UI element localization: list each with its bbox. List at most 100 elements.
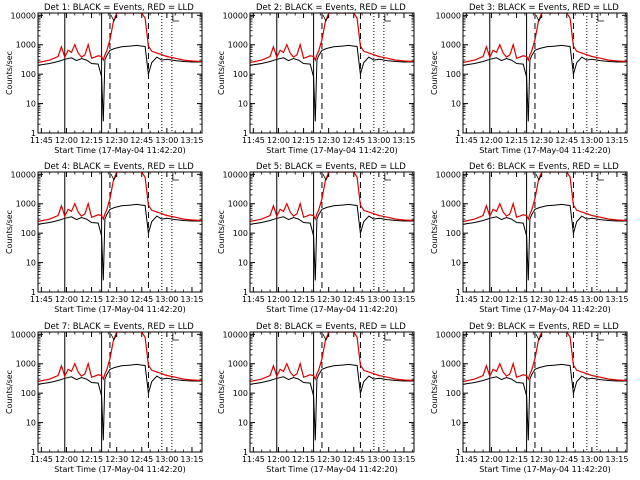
panel-title: Det 5: BLACK = Events, RED = LLD (256, 162, 406, 172)
y-tick-label: 1000 (441, 41, 461, 50)
x-tick-label: 12:15 (292, 136, 315, 145)
x-tick-label: 12:30 (530, 136, 553, 145)
x-tick-label: 12:00 (55, 295, 78, 304)
series-events-line (38, 203, 202, 281)
y-tick-label: 1 (456, 129, 461, 138)
x-tick-label: 12:45 (342, 295, 365, 304)
series-lld-line (38, 332, 202, 383)
x-tick-label: 12:45 (342, 136, 365, 145)
plot-frame (462, 12, 628, 134)
panel-title: Det 2: BLACK = Events, RED = LLD (256, 3, 406, 13)
marker-glyph (172, 173, 179, 181)
panel-title: Det 7: BLACK = Events, RED = LLD (44, 322, 194, 332)
x-tick-label: 11:45 (242, 295, 265, 304)
series-events-line (38, 44, 202, 122)
x-tick-label: 12:45 (555, 295, 578, 304)
x-tick-label: 11:45 (30, 295, 53, 304)
x-tick-label: 13:15 (180, 136, 203, 145)
x-tick-label: 12:15 (505, 136, 528, 145)
y-tick-label: 1 (456, 288, 461, 297)
x-tick-label: 12:45 (555, 136, 578, 145)
series-events-line (38, 363, 202, 441)
series-lld-line (250, 332, 414, 383)
y-tick-label: 10000 (223, 170, 248, 179)
x-tick-label: 11:45 (455, 295, 478, 304)
y-axis-label: Counts/sec (5, 51, 14, 95)
marker-glyph (597, 333, 604, 341)
x-axis-label: Start Time (17-May-04 11:42:20) (54, 465, 185, 474)
y-tick-label: 10 (26, 259, 36, 268)
x-tick-label: 13:00 (367, 295, 390, 304)
panel-title: Det 4: BLACK = Events, RED = LLD (44, 162, 194, 172)
series-events-line (463, 363, 627, 441)
y-tick-label: 1 (243, 288, 248, 297)
detector-panel-9: Det 9: BLACK = Events, RED = LLD Counts/s… (430, 322, 628, 474)
y-tick-label: 1000 (441, 200, 461, 209)
x-tick-label: 12:30 (105, 455, 128, 464)
y-tick-label: 10000 (11, 11, 36, 20)
detector-panel-5: Det 5: BLACK = Events, RED = LLD Counts/s… (217, 162, 415, 314)
x-tick-label: 12:30 (530, 295, 553, 304)
x-tick-label: 12:00 (480, 136, 503, 145)
marker-glyph (110, 14, 118, 22)
x-tick-label: 12:45 (555, 455, 578, 464)
y-tick-label: 10 (26, 419, 36, 428)
series-events-line (250, 363, 414, 441)
x-tick-label: 13:00 (155, 295, 178, 304)
x-tick-label: 13:15 (605, 136, 628, 145)
y-tick-label: 100 (446, 229, 461, 238)
y-axis-label: Counts/sec (430, 370, 439, 414)
series-events-line (250, 203, 414, 281)
marker-glyph (384, 14, 391, 22)
marker-glyph (110, 173, 118, 181)
y-tick-label: 10000 (436, 170, 461, 179)
y-tick-label: 10000 (436, 330, 461, 339)
x-tick-label: 12:30 (317, 455, 340, 464)
x-tick-label: 11:45 (455, 455, 478, 464)
y-tick-label: 1 (31, 288, 36, 297)
plot-frame (249, 171, 415, 293)
x-axis-label: Start Time (17-May-04 11:42:20) (479, 305, 610, 314)
y-tick-label: 10000 (223, 11, 248, 20)
y-tick-label: 10 (26, 100, 36, 109)
series-lld-line (250, 13, 414, 64)
x-tick-label: 13:00 (580, 455, 603, 464)
x-tick-label: 13:00 (580, 136, 603, 145)
marker-glyph (535, 14, 543, 22)
series-lld-line (463, 332, 627, 383)
x-tick-label: 11:45 (242, 455, 265, 464)
x-tick-label: 13:00 (155, 136, 178, 145)
marker-glyph (384, 333, 391, 341)
marker-glyph (172, 14, 179, 22)
series-lld-line (38, 13, 202, 64)
x-tick-label: 13:00 (367, 136, 390, 145)
series-lld-line (463, 172, 627, 223)
series-events-line (250, 44, 414, 122)
panel-title: Det 3: BLACK = Events, RED = LLD (469, 3, 619, 13)
plot-frame (249, 12, 415, 134)
marker-glyph (172, 333, 179, 341)
y-tick-label: 1000 (441, 360, 461, 369)
y-axis-label: Counts/sec (5, 370, 14, 414)
marker-glyph (597, 173, 604, 181)
x-tick-label: 11:45 (30, 455, 53, 464)
panel-title: Det 8: BLACK = Events, RED = LLD (256, 322, 406, 332)
x-tick-label: 13:15 (605, 455, 628, 464)
y-tick-label: 1000 (16, 41, 36, 50)
x-tick-label: 12:00 (55, 455, 78, 464)
plot-frame (37, 171, 203, 293)
x-tick-label: 12:00 (267, 136, 290, 145)
series-lld-line (463, 13, 627, 64)
y-tick-label: 1000 (16, 360, 36, 369)
y-axis-label: Counts/sec (217, 210, 226, 254)
x-axis-label: Start Time (17-May-04 11:42:20) (266, 146, 397, 155)
y-tick-label: 10 (451, 419, 461, 428)
y-tick-label: 1 (456, 448, 461, 457)
marker-glyph (535, 333, 543, 341)
panel-title: Det 9: BLACK = Events, RED = LLD (469, 322, 619, 332)
detector-panel-6: Det 6: BLACK = Events, RED = LLD Counts/s… (430, 162, 628, 314)
y-tick-label: 10000 (11, 170, 36, 179)
y-tick-label: 100 (21, 229, 36, 238)
